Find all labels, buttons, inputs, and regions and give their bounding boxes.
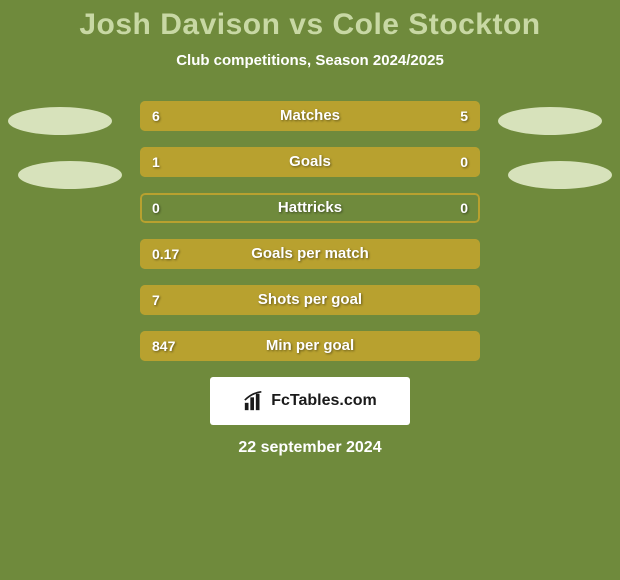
stat-row: 00Hattricks [140, 193, 480, 223]
stat-label: Min per goal [140, 331, 480, 361]
stat-label: Goals [140, 147, 480, 177]
stat-row: 7Shots per goal [140, 285, 480, 315]
stats-zone: 65Matches 10Goals 00Hattricks 0.17Goals per… [0, 101, 620, 361]
date-line: 22 september 2024 [0, 439, 620, 457]
decorative-oval [18, 161, 122, 189]
stat-row: 847Min per goal [140, 331, 480, 361]
decorative-oval [498, 107, 602, 135]
subtitle: Club competitions, Season 2024/2025 [0, 52, 620, 69]
stat-row: 65Matches [140, 101, 480, 131]
stat-label: Matches [140, 101, 480, 131]
stat-label: Hattricks [140, 193, 480, 223]
bars-icon [243, 390, 265, 412]
stat-label: Goals per match [140, 239, 480, 269]
decorative-oval [8, 107, 112, 135]
stat-row: 0.17Goals per match [140, 239, 480, 269]
branding-text: FcTables.com [271, 392, 377, 410]
stat-row: 10Goals [140, 147, 480, 177]
decorative-oval [508, 161, 612, 189]
branding-box: FcTables.com [210, 377, 410, 425]
stat-label: Shots per goal [140, 285, 480, 315]
page-title: Josh Davison vs Cole Stockton [0, 0, 620, 42]
comparison-card: Josh Davison vs Cole Stockton Club compe… [0, 0, 620, 580]
